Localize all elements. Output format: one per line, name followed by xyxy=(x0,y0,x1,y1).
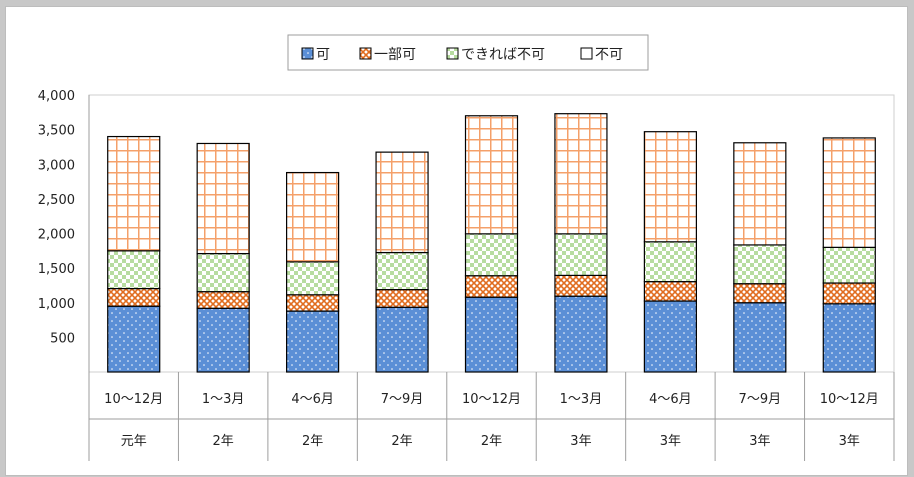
bar-segment-3 xyxy=(643,241,697,283)
bar-stack xyxy=(643,131,697,373)
bar-stack xyxy=(822,137,876,373)
bar-segment-1 xyxy=(822,303,876,373)
y-tick-label: 2,500 xyxy=(38,193,75,208)
bar-segment-4 xyxy=(196,142,250,255)
legend-item-ka: 可 xyxy=(301,47,330,63)
stacked-bar-chart: 可 一部可 できれば不可 不可 4,000 3,500 3,000 2,500 2,00… xyxy=(38,34,895,461)
bar-stack xyxy=(375,151,429,373)
bar-segment-1 xyxy=(286,310,340,373)
y-tick-label: 500 xyxy=(50,331,75,346)
x-year-label: 3年 xyxy=(839,434,860,449)
x-period-label: 1〜3月 xyxy=(202,392,245,407)
legend-item-fuka: 不可 xyxy=(580,47,623,63)
bar-stack xyxy=(107,135,161,373)
legend-swatch-dekireba xyxy=(446,47,459,60)
bar-segment-3 xyxy=(733,244,787,285)
bar-stack xyxy=(733,142,787,373)
bar-segment-1 xyxy=(375,306,429,373)
bar-stack xyxy=(464,115,519,373)
legend-label-fuka: 不可 xyxy=(595,47,623,63)
bar-segment-1 xyxy=(733,302,787,373)
bar-segment-1 xyxy=(196,307,250,373)
bar-segment-1 xyxy=(554,295,608,373)
legend-swatch-fuka xyxy=(580,47,593,60)
bar-segment-4 xyxy=(375,151,429,254)
y-tick-label: 1,500 xyxy=(38,262,75,277)
bar-segment-2 xyxy=(733,283,787,304)
bar-segment-2 xyxy=(464,275,519,298)
legend-swatch-ka xyxy=(301,47,314,60)
bar-segment-2 xyxy=(554,274,608,297)
x-period-label: 10〜12月 xyxy=(462,392,521,407)
x-year-label: 3年 xyxy=(749,434,770,449)
bar-segment-4 xyxy=(733,142,787,246)
bar-segment-2 xyxy=(822,282,876,305)
y-tick-label: 4,000 xyxy=(38,89,75,104)
bar-segment-2 xyxy=(286,294,340,312)
y-tick-label: 2,000 xyxy=(38,228,75,243)
x-year-label: 3年 xyxy=(570,434,591,449)
bar-segment-3 xyxy=(286,261,340,296)
legend-label-ichibuka: 一部可 xyxy=(374,47,416,63)
chart-frame: 可 一部可 できれば不可 不可 4,000 3,500 3,000 2,500 2,00… xyxy=(5,6,908,476)
bar-segment-3 xyxy=(464,233,519,277)
bar-segment-2 xyxy=(196,291,250,309)
x-year-label: 2年 xyxy=(481,434,502,449)
x-year-label: 3年 xyxy=(660,434,681,449)
x-year-label: 2年 xyxy=(391,434,412,449)
legend-item-dekireba: できれば不可 xyxy=(446,47,545,63)
bar-segment-4 xyxy=(554,113,608,235)
bar-stack xyxy=(554,113,608,373)
bar-segment-1 xyxy=(464,296,519,373)
bar-segment-1 xyxy=(643,300,697,373)
bar-segment-4 xyxy=(286,171,340,263)
bar-segment-3 xyxy=(107,250,161,290)
bar-segment-3 xyxy=(554,233,608,276)
bar-segment-3 xyxy=(375,251,429,291)
y-tick-label: 3,500 xyxy=(38,124,75,139)
bar-stack xyxy=(196,142,250,373)
legend-swatch-ichibuka xyxy=(359,47,372,60)
x-period-label: 10〜12月 xyxy=(820,392,879,407)
x-period-label: 4〜6月 xyxy=(649,392,692,407)
category-axis-table: 10〜12月元年1〜3月2年4〜6月2年7〜9月2年10〜12月2年1〜3月3年… xyxy=(88,372,895,461)
bar-segment-3 xyxy=(822,246,876,284)
x-period-label: 10〜12月 xyxy=(104,392,163,407)
x-period-label: 1〜3月 xyxy=(560,392,603,407)
bar-segment-3 xyxy=(196,252,250,293)
x-year-label: 元年 xyxy=(121,434,147,449)
bar-segment-2 xyxy=(643,281,697,302)
bar-segment-1 xyxy=(107,305,161,373)
legend-label-ka: 可 xyxy=(316,47,330,63)
bar-segment-4 xyxy=(643,131,697,243)
bars xyxy=(107,113,876,373)
y-tick-label: 1,000 xyxy=(38,297,75,312)
legend: 可 一部可 できれば不可 不可 xyxy=(287,34,649,71)
bar-segment-2 xyxy=(107,287,161,307)
y-axis-ticks: 4,000 3,500 3,000 2,500 2,000 1,500 1,000 500 xyxy=(38,89,75,346)
x-period-label: 7〜9月 xyxy=(739,392,782,407)
bar-segment-2 xyxy=(375,288,429,308)
x-period-label: 7〜9月 xyxy=(381,392,424,407)
bar-stack xyxy=(286,171,340,373)
bar-segment-4 xyxy=(464,115,519,235)
bar-segment-4 xyxy=(107,135,161,252)
x-year-label: 2年 xyxy=(213,434,234,449)
legend-item-ichibuka: 一部可 xyxy=(359,47,416,63)
legend-label-dekireba: できれば不可 xyxy=(461,47,545,63)
y-tick-label: 3,000 xyxy=(38,158,75,173)
x-period-label: 4〜6月 xyxy=(291,392,334,407)
x-year-label: 2年 xyxy=(302,434,323,449)
bar-segment-4 xyxy=(822,137,876,248)
